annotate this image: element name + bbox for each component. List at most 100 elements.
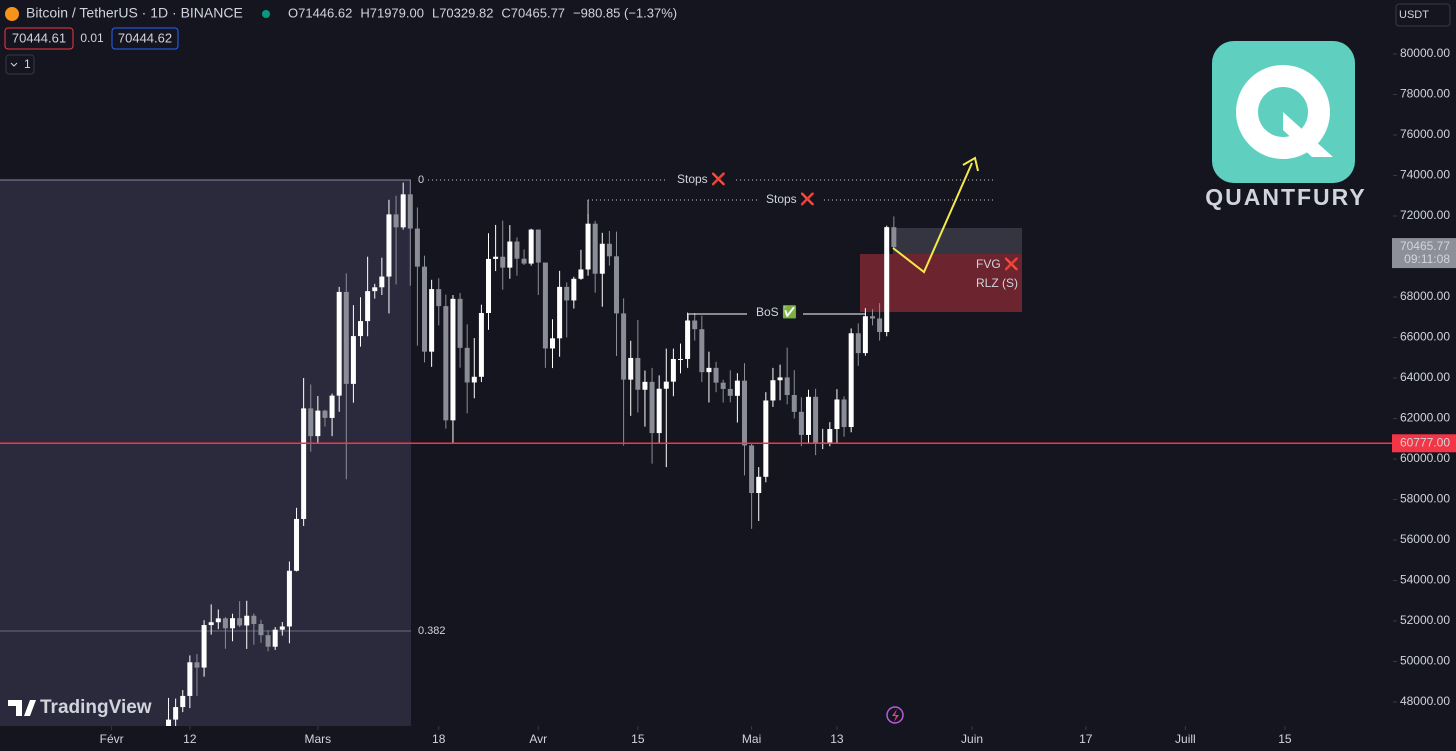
symbol[interactable]: Bitcoin / TetherUS · 1D · BINANCE (26, 5, 243, 21)
candle-body (891, 227, 897, 248)
annotation: FVG ❌ (976, 257, 1019, 271)
candle-body (350, 336, 356, 384)
candle-body (343, 291, 349, 384)
bolt (892, 709, 899, 722)
x-tick-label: 17 (1079, 732, 1093, 746)
y-tick-label: 68000.00 (1400, 289, 1450, 303)
candle-body (713, 367, 719, 383)
tv-icon (8, 700, 36, 716)
candle-body (265, 635, 271, 647)
x-tick-label: Févr (100, 732, 124, 746)
candle-body (500, 256, 506, 268)
candle-body (763, 400, 769, 477)
x-tick-label: 15 (631, 732, 645, 746)
bos-label-bg (747, 303, 803, 323)
candle-body (315, 410, 321, 437)
candle-body (279, 626, 285, 630)
candle-body (571, 278, 577, 301)
candle-body (251, 615, 257, 625)
candle-body (813, 396, 819, 444)
y-tick-label: 58000.00 (1400, 492, 1450, 506)
candle-body (258, 624, 264, 636)
x-tick-label: Juill (1175, 732, 1196, 746)
coin-icon (5, 7, 19, 21)
annotation: Stops ❌ (766, 192, 815, 206)
stops-label-bg (668, 170, 734, 190)
annotation: BoS ✅ (756, 305, 797, 319)
x-tick-label: 12 (183, 732, 197, 746)
candle-body (606, 243, 612, 257)
y-tick-label: 52000.00 (1400, 613, 1450, 627)
candle-body (834, 399, 840, 430)
candle-body (699, 329, 705, 373)
candles (166, 179, 897, 726)
logo-tail (1283, 112, 1333, 157)
candle-body (706, 367, 712, 373)
candle-body (848, 333, 854, 428)
ohlc-value: H71979.00 (360, 5, 424, 20)
candle-body (862, 316, 868, 354)
x-tick-label: 18 (432, 732, 446, 746)
candle-body (528, 229, 534, 264)
candle-body (379, 276, 385, 288)
step: 0.01 (80, 31, 104, 45)
candle-body (194, 662, 200, 668)
indicator-toggle[interactable] (5, 54, 35, 75)
candle-body (486, 258, 492, 314)
candle-body (869, 316, 875, 319)
logo-q (1236, 65, 1330, 159)
alert-icon[interactable] (886, 706, 904, 724)
candle-body (521, 258, 527, 264)
candle-body (685, 320, 691, 359)
candle-body (222, 618, 228, 629)
projection-arrow (892, 162, 973, 274)
candle-body (550, 338, 556, 349)
chevron (10, 62, 18, 67)
candle-body (656, 388, 662, 434)
y-tick-label: 66000.00 (1400, 330, 1450, 344)
y-tick-label: 80000.00 (1400, 46, 1450, 60)
candle-body (720, 382, 726, 389)
candle-body (215, 618, 221, 623)
x-tick-label: Mars (305, 732, 332, 746)
candle-body (414, 228, 420, 267)
y-tick-label: 56000.00 (1400, 532, 1450, 546)
candle-body (578, 269, 584, 279)
candle-body (471, 376, 477, 383)
bid: 70444.61 (12, 30, 66, 45)
currency-box[interactable] (1395, 3, 1451, 27)
stops-label-bg (757, 190, 823, 210)
y-tick-label: 48000.00 (1400, 694, 1450, 708)
last-price-tag (1392, 238, 1456, 269)
candle-body (493, 256, 499, 259)
candle-body (464, 347, 470, 383)
candle-body (592, 223, 598, 274)
candle-body (180, 695, 186, 708)
candle-body (841, 399, 847, 428)
candle-body (336, 291, 342, 396)
candle-body (201, 625, 207, 668)
level-tag (1392, 434, 1456, 453)
x-tick-label: Juin (961, 732, 983, 746)
level-label: 60777.00 (1400, 435, 1450, 449)
ohlc-value: L70329.82 (432, 5, 493, 20)
buy-box[interactable] (111, 27, 179, 50)
x-tick-label: 15 (1278, 732, 1292, 746)
candle-body (670, 358, 676, 382)
candle-body (457, 298, 463, 348)
candle-body (400, 194, 406, 228)
candle-body (564, 286, 570, 301)
candle-body (365, 291, 371, 322)
candle-body (272, 629, 278, 647)
y-tick-label: 72000.00 (1400, 208, 1450, 222)
annotations: Stops ❌ Stops ❌ BoS ✅ FVG ❌ RLZ (S) (587, 156, 1019, 323)
ohlc-value: O71446.62 (288, 5, 352, 20)
candle-body (542, 262, 548, 349)
ohlc-value: C70465.77 (501, 5, 565, 20)
sell-box[interactable] (4, 27, 74, 50)
candle-body (663, 381, 669, 389)
candle-body (877, 318, 883, 333)
candle-body (322, 410, 328, 418)
candle-body (649, 381, 655, 434)
candle-body (286, 570, 292, 627)
